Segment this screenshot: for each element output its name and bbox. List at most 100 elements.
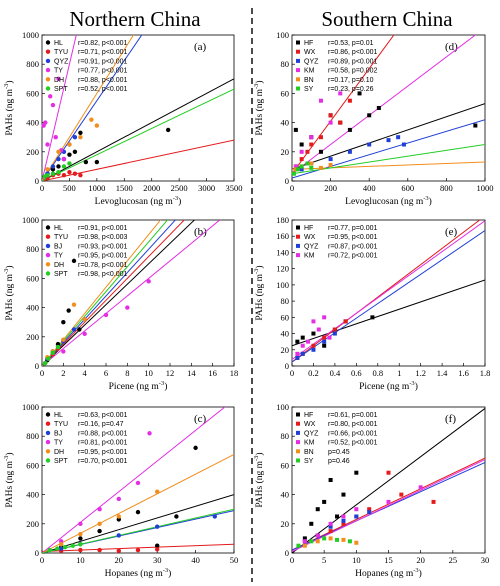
legend-series-name: WX: [304, 234, 316, 241]
y-tick-label: 200: [26, 147, 39, 157]
point-tyu: [116, 548, 122, 554]
point-ty: [56, 76, 61, 82]
legend-item-bn: BN p=0.45: [296, 449, 350, 456]
legend-stats: r=0.58, p=0.002: [328, 68, 378, 75]
legend-stats: r=0.88, p<0.001: [78, 77, 128, 84]
point-hf: [357, 91, 362, 96]
point-tyu: [97, 547, 102, 553]
point-hf: [315, 507, 320, 512]
point-ty: [135, 480, 141, 486]
legend-marker: [296, 49, 300, 54]
x-tick-label: 4: [83, 368, 88, 378]
legend-item-wx: WX r=0.86, p<0.001: [296, 49, 378, 56]
y-tick-label: 160: [276, 231, 289, 241]
point-bj: [59, 546, 64, 551]
point-km: [318, 98, 323, 103]
x-tick-label: 8: [125, 368, 129, 378]
point-hl: [193, 445, 198, 451]
point-qyz: [354, 514, 359, 519]
legend-item-qyz: QYZ r=0.91, p<0.001: [45, 58, 128, 65]
legend-marker: [45, 225, 51, 230]
x-axis-title: Levoglucosan (ng m-3): [345, 195, 432, 207]
fit-line-qyz: [292, 230, 485, 363]
y-tick-label: 0: [285, 176, 289, 186]
legend-marker: [45, 86, 51, 91]
x-tick-label: 0.6: [351, 368, 362, 378]
legend-marker: [296, 449, 300, 454]
x-tick-label: 1.4: [437, 368, 448, 378]
legend-item-dh: DH r=0.95, p<0.001: [45, 449, 128, 456]
y-axis-title: PAHs (ng m-3): [253, 452, 265, 507]
legend-marker: [45, 421, 51, 426]
point-sy: [335, 537, 340, 542]
point-bj: [71, 327, 77, 332]
panel-d: 0 200 400 600 800 1000 0 20 40 60 80 100 Levoglucosa…: [253, 30, 494, 207]
legend-series-name: BN: [304, 77, 314, 84]
point-qyz: [332, 331, 337, 336]
point-hf: [318, 149, 323, 154]
point-bn: [328, 162, 333, 167]
legend-series-name: HL: [54, 225, 63, 232]
point-qyz: [328, 524, 333, 529]
legend-item-bj: BJ r=0.88, p<0.001: [45, 430, 128, 437]
point-qyz: [50, 164, 56, 169]
x-axis-title: Hopanes (ng m-3): [105, 567, 172, 579]
legend-item-ty: TY r=0.77, p<0.001: [45, 68, 128, 75]
legend-item-qyz: QYZ r=0.89, p<0.001: [296, 58, 378, 65]
legend-item-dh: DH r=0.78, p<0.001: [45, 262, 128, 269]
point-km: [327, 335, 332, 340]
legend-stats: r=0.95, p<0.001: [78, 449, 128, 456]
point-dh: [116, 514, 122, 519]
point-hl: [77, 327, 82, 332]
point-qyz: [56, 156, 61, 162]
legend-series-name: SPT: [54, 458, 68, 465]
point-spt: [78, 542, 83, 547]
point-wx: [322, 335, 327, 340]
point-qyz: [300, 351, 305, 356]
point-qyz: [367, 510, 372, 515]
fit-line-dh: [42, 454, 234, 553]
legend-series-name: TYU: [54, 49, 68, 56]
legend-item-km: KM r=0.72, p<0.001: [296, 253, 378, 260]
legend-marker: [45, 58, 51, 64]
y-tick-label: 40: [281, 329, 290, 339]
point-dh: [67, 142, 72, 147]
legend-item-hf: HF r=0.77, p=0.001: [296, 225, 378, 232]
point-hl: [66, 308, 71, 313]
legend-series-name: SY: [304, 86, 314, 93]
x-tick-label: 1.2: [415, 368, 426, 378]
x-tick-label: 500: [63, 183, 76, 193]
legend-series-name: WX: [304, 421, 316, 428]
x-tick-label: 0.8: [372, 368, 383, 378]
legend-marker: [296, 458, 300, 463]
legend-series-name: QYZ: [304, 58, 319, 65]
point-hf: [322, 343, 327, 348]
point-km: [328, 521, 333, 526]
fit-line-ty: [42, 407, 226, 553]
x-axis-title: Picene (ng m-3): [359, 380, 418, 392]
point-hl: [94, 159, 100, 165]
legend-stats: r=0.63, p<0.001: [78, 412, 128, 419]
point-km: [302, 539, 307, 544]
legend-marker: [45, 77, 51, 82]
plot-frame: [291, 219, 486, 367]
x-tick-label: 3500: [226, 183, 243, 193]
x-tick-label: 14: [187, 368, 196, 378]
legend-marker: [296, 225, 300, 230]
y-tick-label: 20: [281, 519, 290, 529]
legend-item-bn: BN r=0.17, p=0.10: [296, 77, 374, 84]
y-tick-label: 800: [26, 244, 39, 254]
y-tick-label: 100: [276, 280, 289, 290]
point-ty: [48, 94, 53, 99]
legend-series-name: KM: [304, 68, 315, 75]
legend-series-name: TY: [54, 440, 63, 447]
point-tyu: [135, 547, 141, 553]
legend-series-name: KM: [304, 253, 315, 260]
fit-line-hf: [292, 408, 485, 553]
point-tyu: [78, 547, 83, 553]
legend-marker: [296, 253, 300, 258]
x-tick-label: 200: [324, 183, 337, 193]
x-tick-label: 18: [230, 368, 239, 378]
y-tick-label: 400: [26, 118, 39, 128]
point-km: [341, 514, 346, 519]
